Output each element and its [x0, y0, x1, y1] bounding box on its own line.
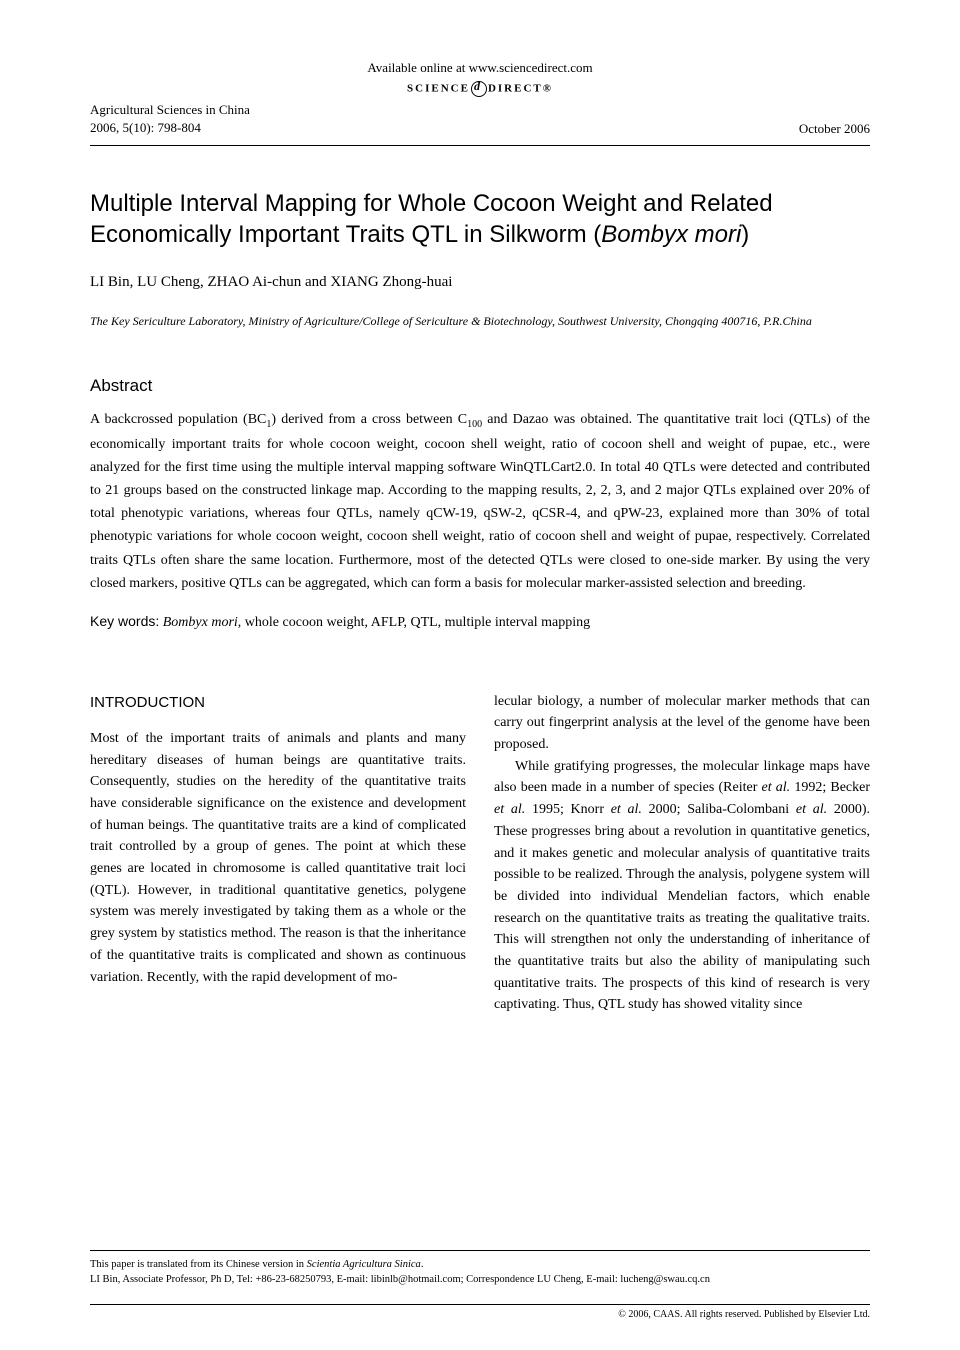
journal-name: Agricultural Sciences in China — [90, 101, 250, 119]
abstract-text-c: and Dazao was obtained. The quantitative… — [90, 412, 870, 591]
c2p2-i4: et al. — [796, 802, 827, 817]
footnote-line2: LI Bin, Associate Professor, Ph D, Tel: … — [90, 1272, 870, 1288]
footnote-line1: This paper is translated from its Chines… — [90, 1257, 870, 1273]
fn1-a: This paper is translated from its Chines… — [90, 1259, 307, 1270]
copyright: © 2006, CAAS. All rights reserved. Publi… — [90, 1304, 870, 1320]
issue-date: October 2006 — [799, 121, 870, 137]
keywords: Key words: Bombyx mori, whole cocoon wei… — [90, 613, 870, 631]
body-columns: INTRODUCTION Most of the important trait… — [90, 691, 870, 1016]
c2p2-i1: et al. — [762, 780, 791, 795]
c2p2-i3: et al. — [611, 802, 642, 817]
c2p2-i2: et al. — [494, 802, 525, 817]
keywords-italic: Bombyx mori — [163, 615, 238, 630]
header-row: Agricultural Sciences in China 2006, 5(1… — [90, 101, 870, 144]
abstract-text-a: A backcrossed population (BC — [90, 412, 266, 427]
journal-info: Agricultural Sciences in China 2006, 5(1… — [90, 101, 250, 136]
header-rule — [90, 145, 870, 146]
c2p2-e: 2000). These progresses bring about a re… — [494, 802, 870, 1012]
intro-col2-para1: lecular biology, a number of molecular m… — [494, 691, 870, 756]
affiliation: The Key Sericulture Laboratory, Ministry… — [90, 313, 870, 330]
intro-col2-para2: While gratifying progresses, the molecul… — [494, 756, 870, 1016]
abstract-text-b: ) derived from a cross between C — [271, 412, 467, 427]
sciencedirect-logo: SCIENCE DIRECT® — [90, 80, 870, 97]
journal-citation: 2006, 5(10): 798-804 — [90, 119, 250, 137]
available-online-line: Available online at www.sciencedirect.co… — [90, 60, 870, 76]
keywords-rest: , whole cocoon weight, AFLP, QTL, multip… — [238, 615, 590, 630]
abstract-sub2: 100 — [467, 419, 482, 430]
title-part-b: ) — [741, 221, 749, 248]
authors: LI Bin, LU Cheng, ZHAO Ai-chun and XIANG… — [90, 274, 870, 291]
abstract-heading: Abstract — [90, 376, 870, 396]
footnotes: This paper is translated from its Chines… — [90, 1250, 870, 1289]
c2p2-b: 1992; Becker — [790, 780, 870, 795]
introduction-heading: INTRODUCTION — [90, 691, 466, 714]
logo-left: SCIENCE — [407, 83, 470, 95]
keywords-label: Key words: — [90, 613, 159, 629]
fn1-ital: Scientia Agricultura Sinica — [307, 1259, 421, 1270]
abstract-body: A backcrossed population (BC1) derived f… — [90, 408, 870, 595]
c2p2-d: 2000; Saliba-Colombani — [642, 802, 796, 817]
intro-para-1: Most of the important traits of animals … — [90, 728, 466, 988]
logo-circle-icon — [471, 81, 487, 97]
c2p2-c: 1995; Knorr — [525, 802, 611, 817]
logo-right: DIRECT® — [488, 83, 553, 95]
fn1-b: . — [421, 1259, 424, 1270]
title-italic: Bombyx mori — [601, 221, 741, 248]
article-title: Multiple Interval Mapping for Whole Coco… — [90, 188, 870, 250]
